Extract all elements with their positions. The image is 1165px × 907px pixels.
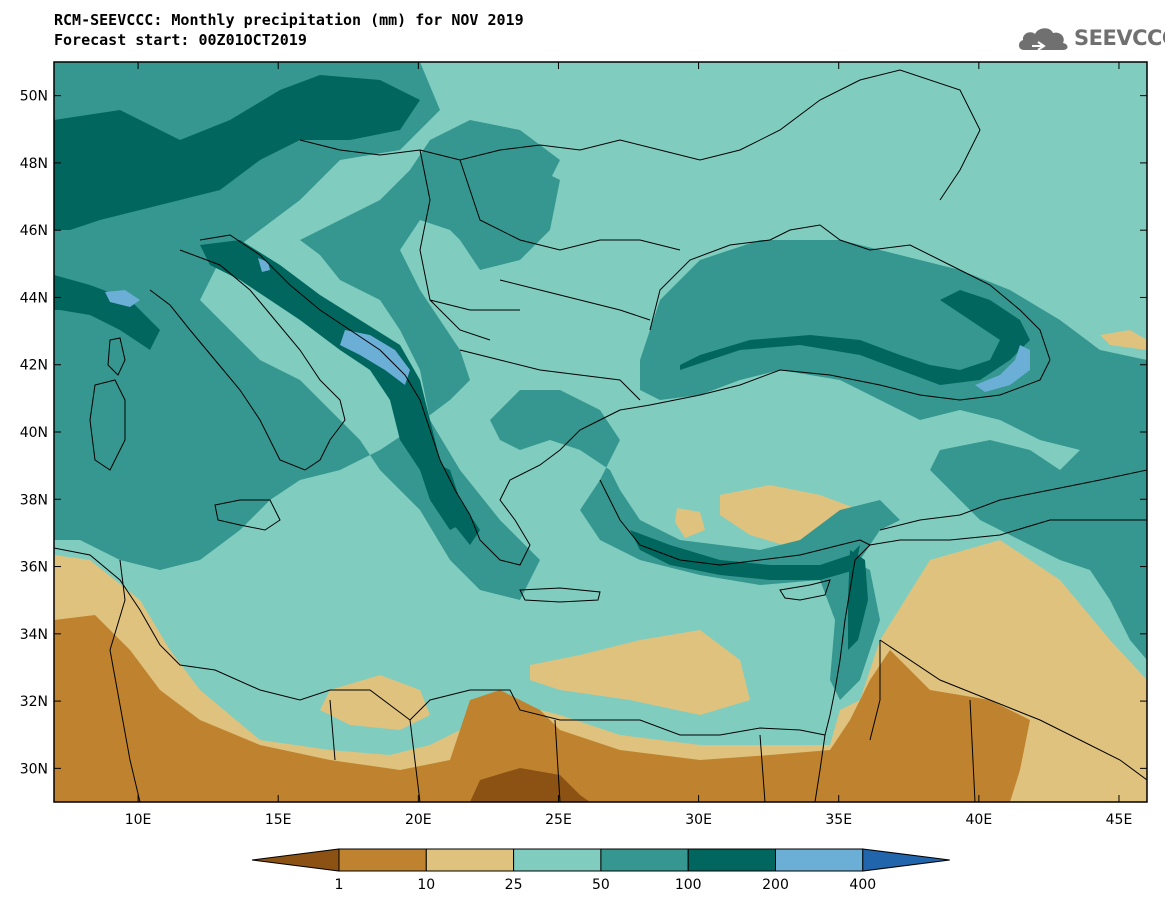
lat-tick-label: 44N	[20, 290, 48, 306]
class-50-100-east	[930, 430, 1147, 660]
coastline-corsica	[107, 337, 126, 376]
coastline-black-sea	[649, 224, 1051, 361]
class-50-100-aegean	[490, 390, 900, 585]
class-1-10	[54, 615, 1030, 802]
border-lines-middle-east	[109, 469, 1147, 802]
colorbar-label: 400	[849, 877, 876, 893]
lat-tick-label: 38N	[20, 492, 48, 508]
lon-tick-label: 25E	[545, 812, 572, 828]
colorbar-segment	[775, 848, 864, 872]
seevccc-logo: SEEVCCC	[1016, 22, 1165, 56]
coastline-turkey	[619, 359, 1051, 411]
lat-tick-label: 42N	[20, 358, 48, 374]
class-10-25-libya-patch	[320, 675, 430, 730]
colorbar: 1 10 25 50 100 200 400	[251, 848, 950, 893]
class-below-1	[470, 768, 590, 802]
lat-tick-label: 50N	[20, 89, 48, 105]
class-50-100-carpathian	[460, 160, 560, 270]
class-200-400-istria	[258, 258, 270, 272]
lat-tick-label: 46N	[20, 223, 48, 239]
map-title: RCM-SEEVCCC: Monthly precipitation (mm) …	[54, 11, 524, 29]
lat-tick-label: 40N	[20, 425, 48, 441]
colorbar-segment	[425, 848, 515, 872]
class-100-200-anatolia-coast	[630, 530, 860, 580]
colorbar-segment	[513, 848, 602, 872]
coastline-turkey-south	[599, 479, 871, 566]
colorbar-segment	[687, 848, 777, 872]
class-100-200-alps	[54, 75, 420, 230]
class-200-400-black-sea	[975, 345, 1030, 392]
latitude-axis: 50N 48N 46N 44N 42N 40N 38N 36N 34N 32N 30N	[20, 89, 1147, 777]
border-lines-europe	[299, 69, 981, 401]
lon-tick-label: 45E	[1106, 812, 1133, 828]
class-10-25-small-patch	[675, 508, 705, 538]
class-50-100-tyrrhenian	[54, 330, 240, 540]
coastline-sardinia	[89, 379, 126, 471]
coastline-sicily	[214, 499, 281, 531]
lat-tick-label: 30N	[20, 761, 48, 777]
colorbar-min-triangle	[251, 848, 340, 872]
colorbar-label: 100	[675, 877, 702, 893]
lat-tick-label: 48N	[20, 156, 48, 172]
title-block: RCM-SEEVCCC: Monthly precipitation (mm) …	[54, 10, 524, 50]
lon-tick-label: 15E	[265, 812, 292, 828]
logo-text: SEEVCCC	[1074, 26, 1165, 50]
colorbar-label: 50	[592, 877, 610, 893]
colorbar-segment	[600, 848, 689, 872]
lon-tick-label: 30E	[685, 812, 712, 828]
lon-tick-label: 20E	[405, 812, 432, 828]
precipitation-field	[54, 62, 1147, 802]
lat-tick-label: 36N	[20, 560, 48, 576]
colorbar-max-triangle	[862, 848, 950, 872]
colorbar-label: 1	[335, 877, 344, 893]
coastline-greece	[469, 409, 621, 566]
lat-tick-label: 34N	[20, 627, 48, 643]
longitude-axis: 10E 15E 20E 25E 30E 35E 40E 45E	[125, 62, 1133, 828]
lon-tick-label: 40E	[966, 812, 993, 828]
forecast-start-label: Forecast start: 00Z01OCT2019	[54, 31, 307, 49]
colorbar-label: 25	[505, 877, 523, 893]
class-200-400-adriatic	[340, 330, 410, 385]
coastlines-and-borders	[54, 69, 1147, 802]
lon-tick-label: 10E	[125, 812, 152, 828]
colorbar-label: 200	[762, 877, 789, 893]
class-100-200-liguria	[54, 275, 160, 350]
colorbar-label: 10	[417, 877, 435, 893]
coastline-italy	[149, 249, 346, 471]
class-10-25-caucasus-patch	[1100, 330, 1147, 350]
class-200-400-liguria	[105, 290, 140, 307]
class-10-25-egypt-patch	[530, 630, 750, 715]
cloud-icon	[1018, 28, 1068, 51]
class-100-200-greece	[430, 460, 480, 545]
coastline-crete	[519, 587, 601, 603]
coastline-cyprus	[779, 579, 831, 601]
lat-tick-label: 32N	[20, 694, 48, 710]
coastline-adriatic-east	[199, 234, 471, 516]
colorbar-segment	[338, 848, 427, 872]
lon-tick-label: 35E	[825, 812, 852, 828]
